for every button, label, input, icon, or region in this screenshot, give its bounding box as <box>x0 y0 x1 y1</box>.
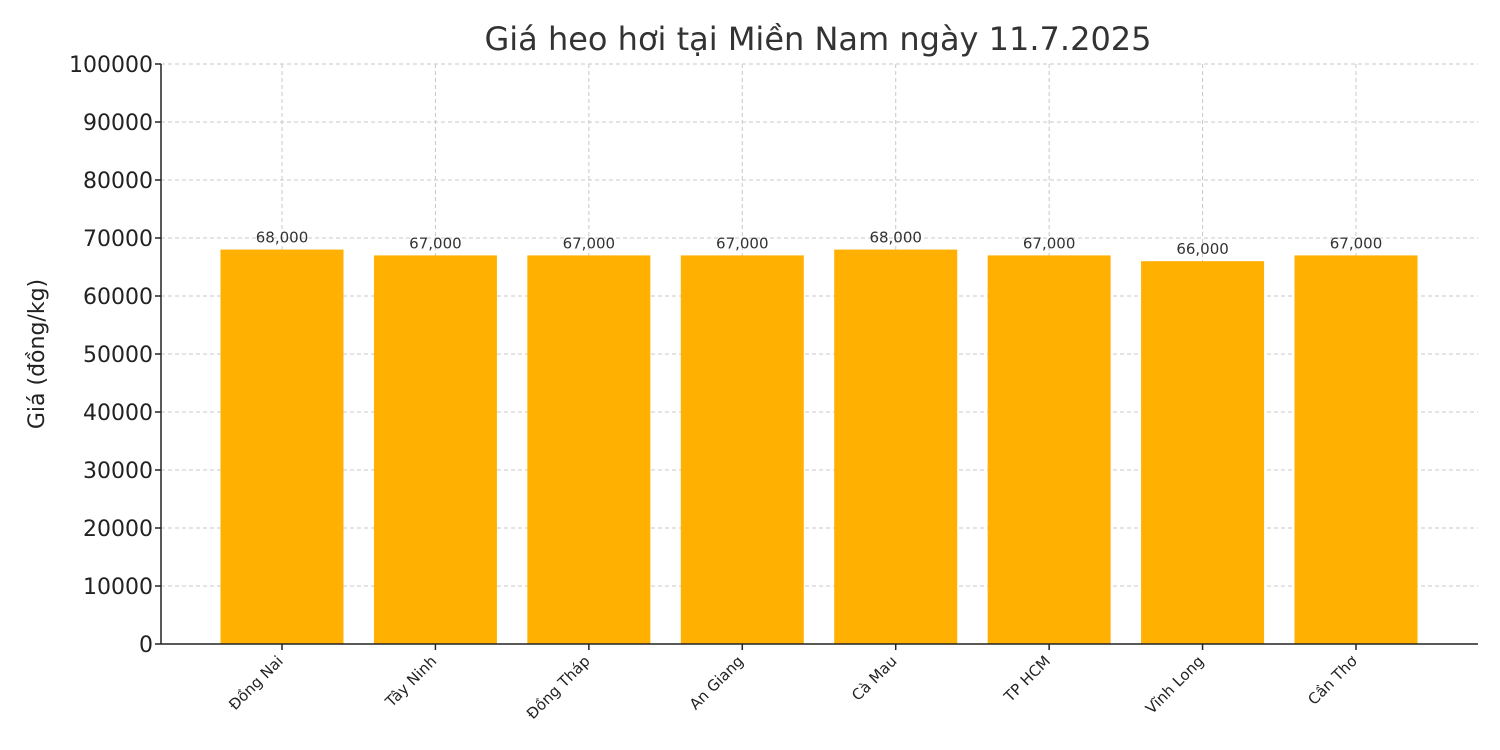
y-tick-label: 30000 <box>83 459 153 484</box>
x-tick-label: Tây Ninh <box>381 652 440 711</box>
bar <box>1294 255 1418 644</box>
y-tick-label: 80000 <box>83 169 153 194</box>
bar <box>220 249 344 644</box>
y-tick-label: 50000 <box>83 343 153 368</box>
bar <box>527 255 651 644</box>
axes-layer <box>155 63 1478 650</box>
bar <box>373 255 497 644</box>
x-tick-label: TP HCM <box>1000 652 1054 706</box>
y-tick-label: 100000 <box>69 53 153 78</box>
x-tick-label: Vĩnh Long <box>1142 652 1207 717</box>
x-tick-label: Đồng Tháp <box>523 652 594 723</box>
y-tick-label: 20000 <box>83 517 153 542</box>
bar-data-label: 67,000 <box>563 234 616 252</box>
bar-data-label: 68,000 <box>256 229 309 247</box>
y-tick-label: 10000 <box>83 575 153 600</box>
y-tick-label: 90000 <box>83 111 153 136</box>
bars-layer <box>220 249 1418 644</box>
bar-data-label: 68,000 <box>869 229 922 247</box>
bar <box>834 249 958 644</box>
y-axis-label: Giá (đồng/kg) <box>25 279 50 429</box>
grid-layer <box>161 63 1478 644</box>
x-tick-label: Đồng Nai <box>225 652 287 714</box>
y-tick-label: 40000 <box>83 401 153 426</box>
y-tick-label: 70000 <box>83 227 153 252</box>
bar <box>987 255 1111 644</box>
y-tick-label: 0 <box>139 633 153 658</box>
bar-data-label: 67,000 <box>716 234 769 252</box>
bar-data-label: 66,000 <box>1176 240 1229 258</box>
x-tick-label: Cần Thơ <box>1304 652 1361 709</box>
bar <box>1141 261 1265 644</box>
x-tick-label: An Giang <box>686 652 747 713</box>
bar-data-label: 67,000 <box>1023 234 1076 252</box>
chart-title: Giá heo hơi tại Miền Nam ngày 11.7.2025 <box>484 20 1151 58</box>
bar-data-label: 67,000 <box>1330 234 1383 252</box>
x-tick-label: Cà Mau <box>848 652 900 704</box>
bar <box>680 255 804 644</box>
y-tick-label: 60000 <box>83 285 153 310</box>
bar-data-label: 67,000 <box>409 234 462 252</box>
